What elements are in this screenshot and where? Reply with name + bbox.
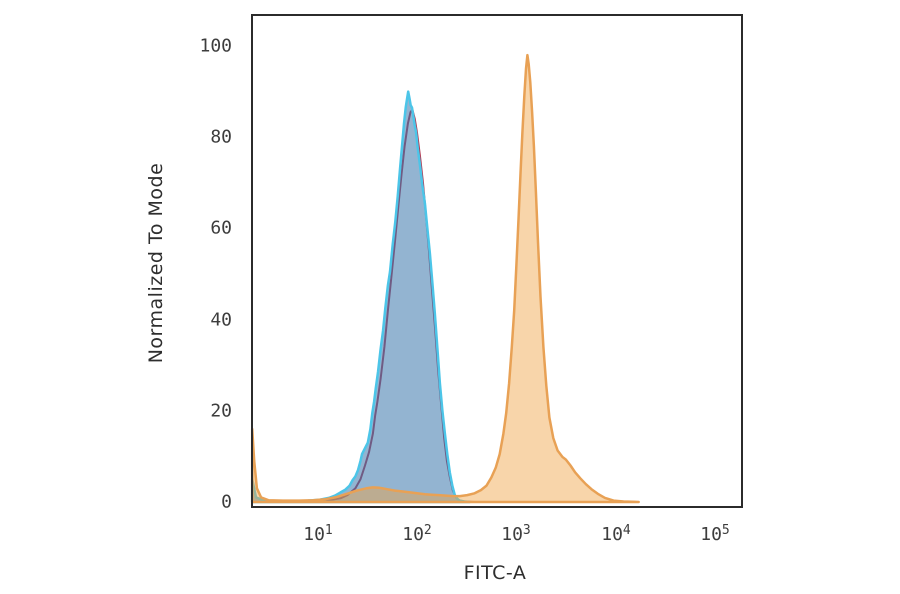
histogram-series-layer [250,53,640,504]
x-tick-base: 10 [700,524,722,545]
x-axis-title: FITC-A [463,562,527,584]
x-tick-10e1: 101 [303,522,333,545]
x-tick-exponent: 2 [423,523,432,538]
x-tick-exponent: 3 [522,523,531,538]
y-tick-0: 0 [221,491,232,513]
x-tick-base: 10 [303,524,325,545]
x-tick-10e5: 105 [700,522,730,545]
x-tick-10e4: 104 [601,522,631,545]
y-axis-title: Normalized To Mode [145,162,167,364]
y-tick-20: 20 [210,400,232,422]
x-tick-base: 10 [601,524,623,545]
x-tick-exponent: 5 [721,523,730,538]
x-tick-exponent: 4 [622,523,631,538]
y-tick-80: 80 [210,126,232,148]
x-tick-base: 10 [501,524,523,545]
y-tick-40: 40 [210,309,232,331]
plot-border [251,14,743,508]
y-tick-60: 60 [210,217,232,239]
x-tick-base: 10 [402,524,424,545]
y-tick-100: 100 [199,35,232,57]
series-orange_curve [250,53,640,504]
x-tick-10e3: 103 [501,522,531,545]
series-blue_curve [250,90,472,504]
x-tick-exponent: 1 [324,523,333,538]
x-tick-10e2: 102 [402,522,432,545]
